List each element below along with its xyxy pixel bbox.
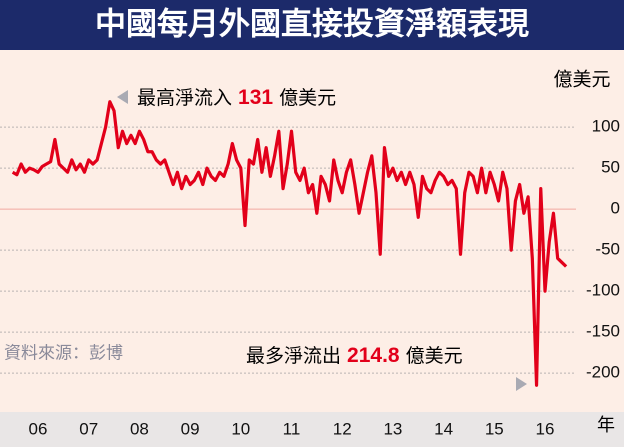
- x-tick-label: 13: [383, 419, 402, 438]
- annotation: 最多淨流出 214.8 億美元: [246, 344, 463, 367]
- source: 資料來源：彭博: [4, 344, 123, 364]
- annotation-value: 214.8: [347, 344, 400, 367]
- y-tick-label: -100: [586, 281, 620, 300]
- chart-title: 中國每月外國直接投資淨額表現: [95, 7, 529, 43]
- annotation: 最高淨流入 131 億美元: [137, 86, 336, 109]
- arrow: [117, 90, 128, 104]
- annotation-text: 最高淨流入: [137, 87, 238, 109]
- x-tick-label: 16: [536, 419, 555, 438]
- title-banner: [0, 0, 624, 50]
- unit-label: 億美元: [553, 69, 610, 91]
- line: [11, 100, 568, 387]
- annotation-text: 最多淨流出: [246, 345, 347, 367]
- x-tick-label: 11: [283, 419, 301, 438]
- annotation-text: 億美元: [400, 345, 463, 367]
- x-unit-label: 年: [597, 415, 615, 436]
- x-tick-label: 14: [434, 419, 453, 438]
- x-tick-label: 06: [29, 419, 48, 438]
- y-tick-label: 0: [611, 199, 620, 218]
- y-tick-label: -150: [586, 322, 620, 341]
- y-tick-label: -50: [595, 240, 620, 259]
- x-tick-label: 15: [485, 419, 504, 438]
- y-tick-label: 50: [601, 158, 620, 177]
- x-tick-label: 07: [79, 419, 98, 438]
- y-tick-label: -200: [586, 363, 620, 382]
- annotation-text: 億美元: [273, 87, 336, 109]
- annotation-value: 131: [238, 86, 273, 109]
- arrow: [516, 377, 527, 391]
- x-tick-label: 08: [130, 419, 149, 438]
- x-tick-label: 12: [333, 419, 352, 438]
- x-tick-label: 10: [231, 419, 250, 438]
- y-tick-label: 100: [592, 117, 620, 136]
- x-axis-band: [0, 412, 624, 447]
- x-tick-label: 09: [181, 419, 200, 438]
